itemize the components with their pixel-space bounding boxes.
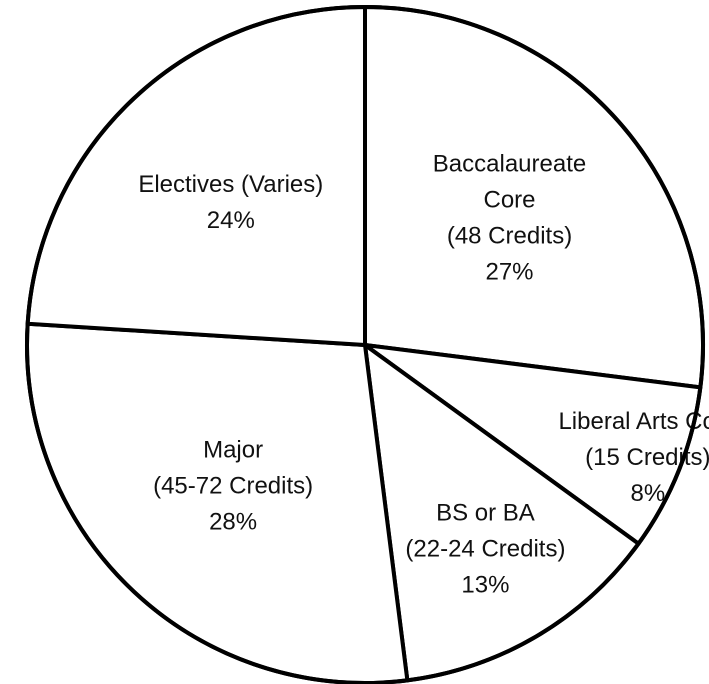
slice-label: Baccalaureate [433,151,586,178]
slice-percent-label: 8% [630,480,665,507]
slice-label: Core [484,187,536,214]
slice-percent-label: 13% [461,572,509,599]
slice-label-group: BS or BA (22-24 Credits) 13% [405,500,565,599]
slice-label: Major [203,436,263,463]
slice-label: (15 Credits) [585,444,709,471]
slice-label: Electives (Varies) [138,171,323,198]
slice-label-group: Major (45-72 Credits) 28% [153,436,313,535]
slice-percent-label: 28% [209,508,257,535]
slice-label: (22-24 Credits) [405,536,565,563]
slice-percent-label: 24% [207,207,255,234]
slice-label-group: Electives (Varies) 24% [138,171,323,234]
slice-label: Liberal Arts Core [558,408,709,435]
slice-percent-label: 27% [485,259,533,286]
slice-label: (45-72 Credits) [153,472,313,499]
slice-label: (48 Credits) [447,223,572,250]
pie-outline [25,5,705,684]
pie-slice [25,321,410,684]
slice-label-group: Baccalaureate Core (48 Credits) 27% [433,151,586,286]
slice-label: BS or BA [436,500,535,527]
